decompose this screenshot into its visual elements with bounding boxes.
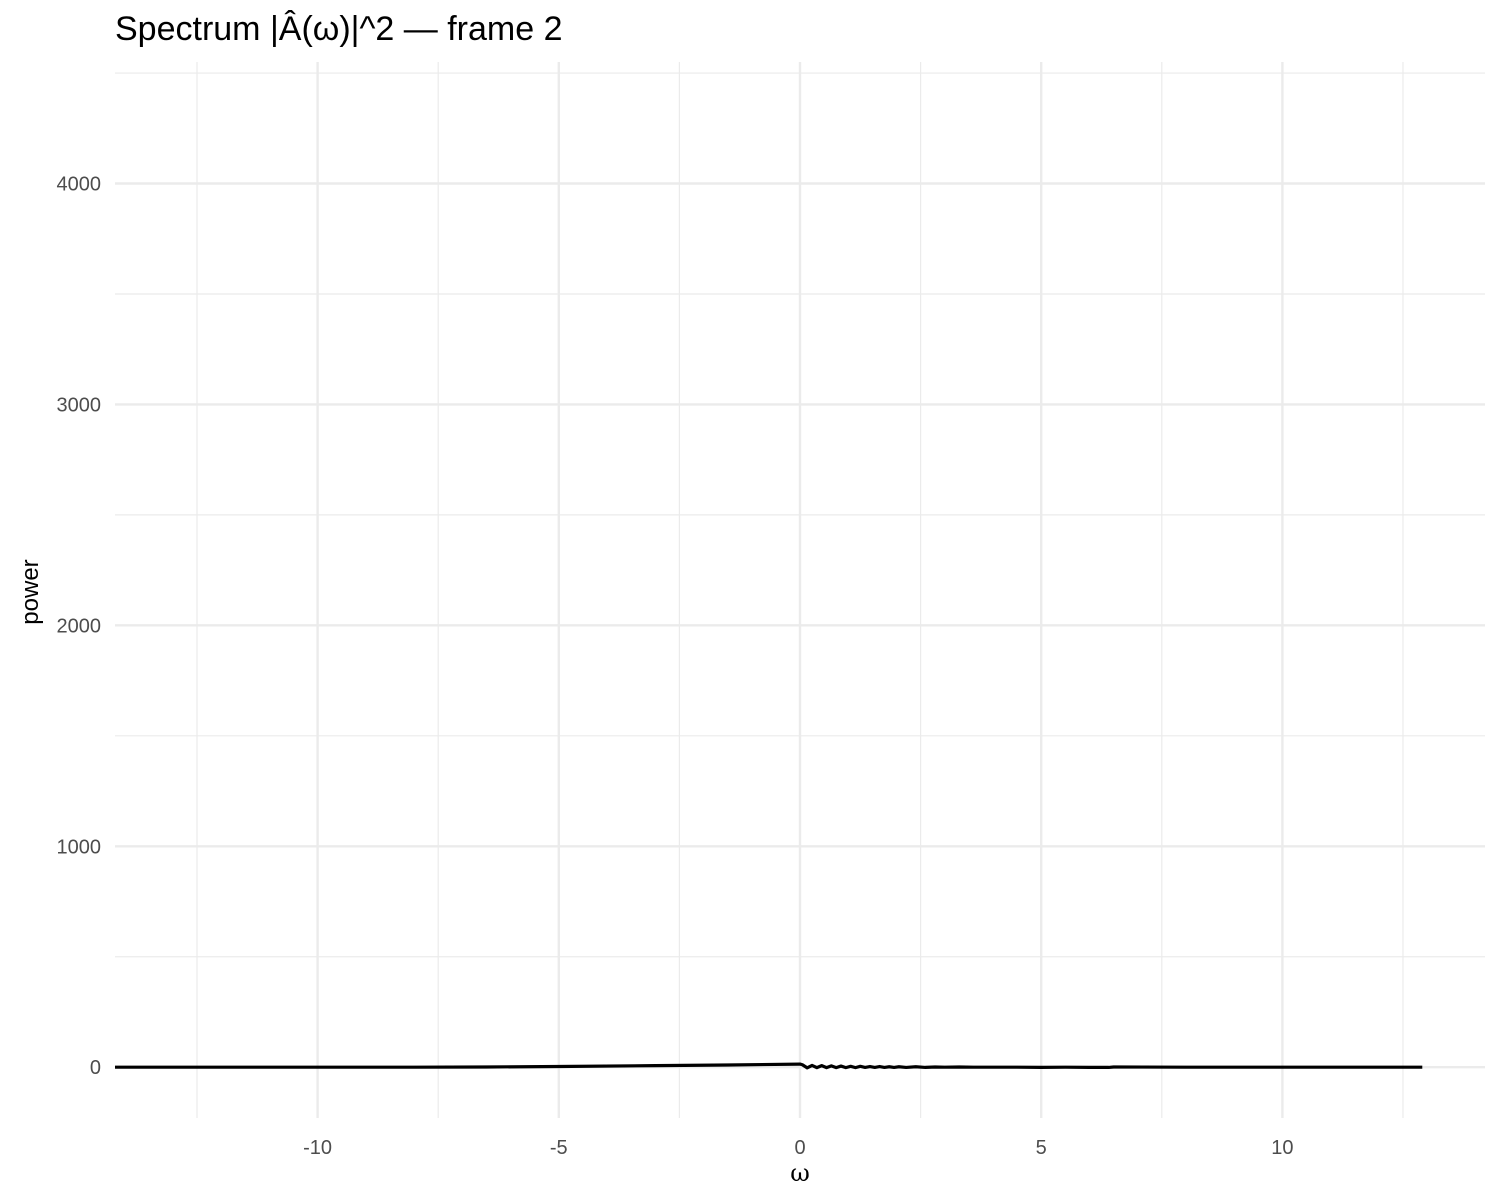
- chart-title: Spectrum |Â(ω)|^2 — frame 2: [115, 10, 563, 48]
- x-tick-label: -5: [550, 1137, 568, 1159]
- x-axis-label: ω: [790, 1159, 810, 1187]
- x-axis-ticks: -10 -5 0 5 10: [303, 1137, 1293, 1159]
- spectrum-line: [115, 1062, 1423, 1070]
- y-tick-label: 2000: [57, 615, 102, 637]
- x-tick-label: 5: [1036, 1137, 1047, 1159]
- y-tick-label: 3000: [57, 394, 102, 416]
- y-axis-ticks: 0 1000 2000 3000 4000: [57, 174, 102, 1080]
- y-tick-label: 4000: [57, 174, 102, 196]
- x-tick-label: 10: [1271, 1137, 1293, 1159]
- y-axis-label: power: [17, 559, 44, 624]
- major-gridlines: [115, 62, 1485, 1118]
- x-tick-label: 0: [794, 1137, 805, 1159]
- y-tick-label: 0: [90, 1057, 101, 1079]
- x-tick-label: -10: [303, 1137, 332, 1159]
- y-tick-label: 1000: [57, 836, 102, 858]
